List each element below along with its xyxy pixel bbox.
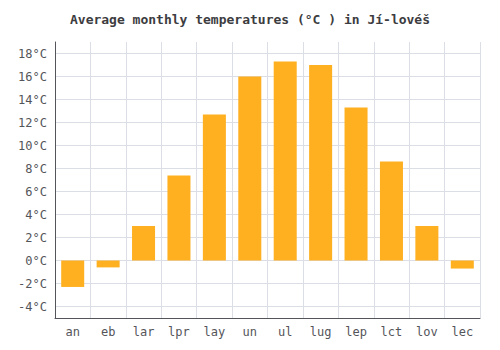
svg-text:6°C: 6°C [25, 185, 47, 199]
svg-text:10°C: 10°C [18, 139, 47, 153]
svg-text:lep: lep [345, 325, 367, 339]
svg-text:lov: lov [416, 325, 438, 339]
svg-text:-4°C: -4°C [18, 300, 47, 314]
svg-text:lug: lug [310, 325, 332, 339]
svg-text:12°C: 12°C [18, 116, 47, 130]
svg-text:an: an [65, 325, 79, 339]
svg-text:ul: ul [278, 325, 292, 339]
svg-text:0°C: 0°C [25, 254, 47, 268]
svg-text:18°C: 18°C [18, 47, 47, 61]
svg-text:8°C: 8°C [25, 162, 47, 176]
svg-text:lar: lar [133, 325, 155, 339]
svg-text:14°C: 14°C [18, 93, 47, 107]
svg-text:16°C: 16°C [18, 70, 47, 84]
svg-text:-2°C: -2°C [18, 277, 47, 291]
svg-text:Average monthly temperatures (: Average monthly temperatures (°C ) in Jí… [70, 12, 430, 27]
svg-text:2°C: 2°C [25, 231, 47, 245]
svg-text:eb: eb [101, 325, 115, 339]
svg-text:4°C: 4°C [25, 208, 47, 222]
svg-text:lct: lct [381, 325, 403, 339]
svg-text:un: un [243, 325, 257, 339]
svg-text:lay: lay [204, 325, 226, 339]
svg-text:lpr: lpr [168, 325, 190, 339]
svg-text:lec: lec [451, 325, 473, 339]
